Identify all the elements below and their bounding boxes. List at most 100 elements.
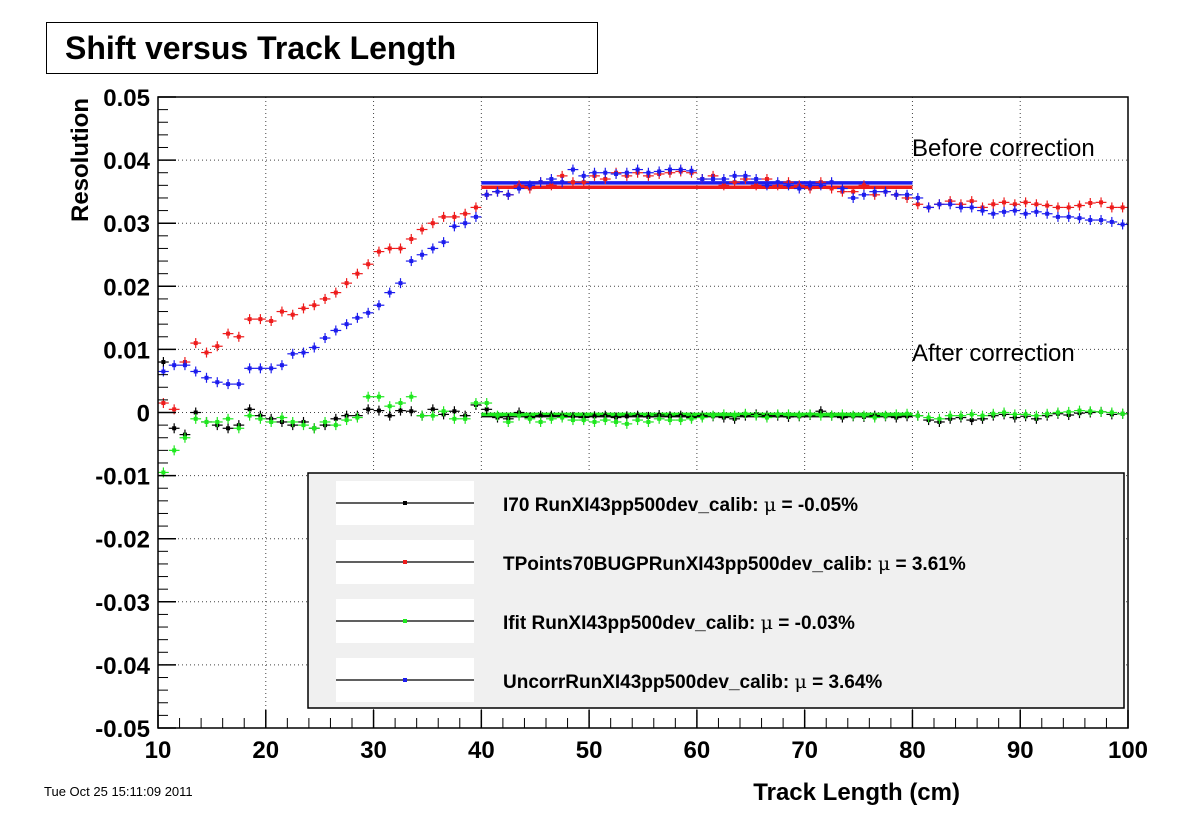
data-point [233, 331, 245, 342]
point-marker [1066, 409, 1071, 414]
point-marker [915, 202, 920, 207]
data-point [632, 164, 643, 175]
point-marker [560, 173, 565, 178]
point-marker [409, 236, 414, 241]
data-point [395, 398, 406, 409]
point-marker [366, 262, 371, 267]
point-marker [236, 334, 241, 339]
data-point [869, 186, 881, 197]
point-marker [764, 183, 769, 188]
y-tick-label: 0.02 [103, 274, 150, 301]
data-point [1095, 197, 1107, 208]
point-marker [991, 202, 996, 207]
point-marker [764, 177, 769, 182]
data-point [1052, 202, 1064, 213]
data-point [438, 406, 449, 417]
point-marker [236, 426, 241, 431]
data-point [352, 268, 363, 279]
point-marker [991, 411, 996, 416]
point-marker [172, 426, 177, 431]
x-tick-label: 60 [684, 737, 711, 764]
data-point [1009, 409, 1021, 420]
point-marker [333, 423, 338, 428]
data-point [1074, 405, 1085, 416]
point-marker [635, 418, 640, 423]
data-point [707, 410, 719, 421]
point-marker [495, 189, 500, 194]
point-marker [958, 413, 963, 418]
point-marker [1023, 211, 1028, 216]
point-marker [226, 426, 231, 431]
data-point [330, 287, 342, 298]
data-point [1063, 406, 1075, 417]
legend-marker [403, 678, 407, 682]
point-marker [614, 419, 619, 424]
data-point [793, 410, 805, 421]
data-point [405, 233, 417, 244]
data-point [686, 413, 697, 424]
data-point [449, 221, 460, 232]
point-marker [161, 470, 166, 475]
data-point [987, 199, 999, 210]
point-marker [646, 170, 651, 175]
point-marker [624, 170, 629, 175]
data-point [890, 409, 902, 420]
data-point [341, 319, 352, 330]
data-point [492, 410, 503, 421]
data-point [427, 218, 439, 229]
data-point [621, 167, 633, 178]
point-marker [549, 177, 554, 182]
point-marker [764, 415, 769, 420]
data-point [998, 407, 1010, 418]
point-marker [506, 419, 511, 424]
data-point [298, 420, 309, 431]
point-marker [915, 413, 920, 418]
point-marker [851, 195, 856, 200]
data-point [729, 410, 740, 421]
point-marker [851, 413, 856, 418]
point-marker [1055, 410, 1060, 415]
data-point [362, 404, 374, 415]
point-marker [1002, 200, 1007, 205]
data-point [955, 202, 967, 213]
series-tpoints70 [158, 166, 1128, 415]
point-marker [581, 173, 586, 178]
point-marker [969, 199, 974, 204]
data-point [502, 416, 514, 427]
legend-marker [403, 501, 407, 505]
point-marker [527, 416, 532, 421]
point-marker [161, 369, 166, 374]
data-point [330, 325, 342, 336]
data-point [524, 180, 536, 191]
point-marker [441, 409, 446, 414]
data-point [492, 186, 503, 197]
data-point [1041, 408, 1053, 419]
point-marker [840, 412, 845, 417]
point-marker [366, 407, 371, 412]
data-point [599, 167, 611, 178]
point-marker [657, 416, 662, 421]
point-marker [581, 418, 586, 423]
data-point [276, 412, 288, 423]
point-marker [279, 415, 284, 420]
point-marker [1023, 200, 1028, 205]
point-marker [657, 169, 662, 174]
point-marker [484, 192, 489, 197]
data-point [373, 246, 385, 257]
data-point [772, 409, 784, 420]
point-marker [818, 183, 823, 188]
data-point [1009, 205, 1021, 216]
point-marker [1120, 205, 1125, 210]
point-marker [905, 411, 910, 416]
legend-label-i70: I70 RunXI43pp500dev_calib: μ = -0.05% [503, 494, 858, 516]
data-point [686, 165, 697, 176]
point-marker [1045, 203, 1050, 208]
point-marker [581, 180, 586, 185]
data-point [330, 420, 342, 431]
data-points-layer [158, 164, 1128, 478]
data-point [168, 423, 180, 434]
data-point [1074, 213, 1085, 224]
point-marker [193, 416, 198, 421]
point-marker [398, 281, 403, 286]
data-point [1106, 216, 1118, 227]
